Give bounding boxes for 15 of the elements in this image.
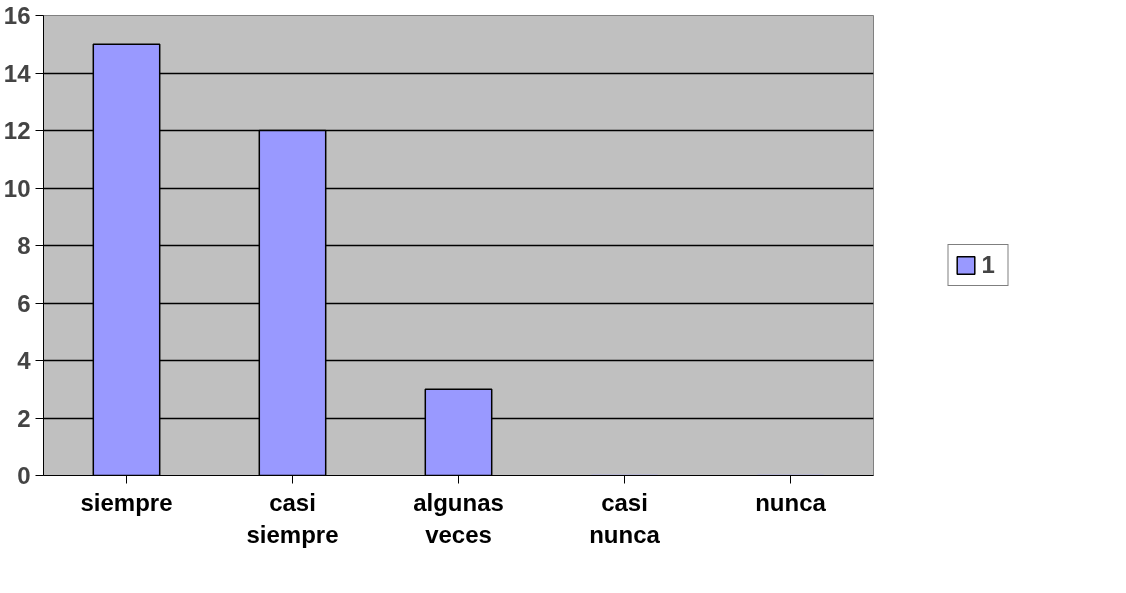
y-tick-label: 16 (3, 2, 31, 29)
x-tick-label: casi nunca (589, 488, 661, 548)
y-tick-label: 6 (17, 289, 31, 317)
y-tick-label: 2 (17, 404, 31, 432)
y-tick-label: 8 (17, 232, 31, 259)
x-tick-label: siempre (80, 488, 173, 516)
y-tick-label: 14 (3, 59, 32, 87)
y-tick-label: 12 (3, 117, 31, 144)
legend-label: 1 (981, 251, 996, 279)
x-tick-label: algunas veces (413, 488, 504, 548)
y-tick-label: 0 (17, 462, 31, 489)
y-tick-label: 10 (3, 174, 31, 202)
y-tick-label: 4 (17, 347, 32, 374)
x-tick-label: casi siempre (246, 488, 339, 548)
x-tick-label: nunca (755, 488, 827, 516)
